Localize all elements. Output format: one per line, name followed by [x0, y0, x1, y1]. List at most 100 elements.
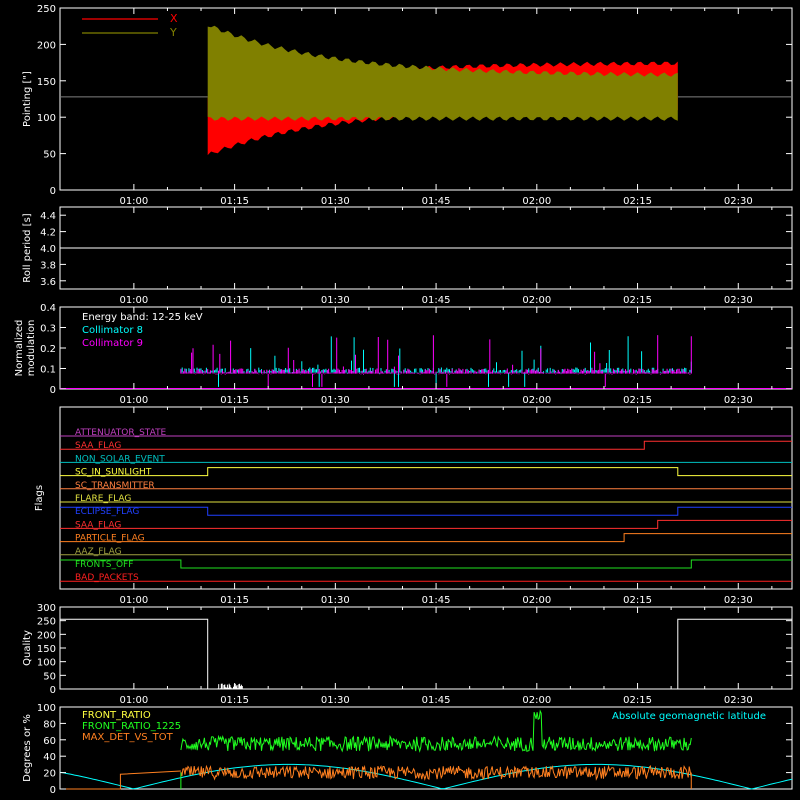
roll-period-panel: 3.6 3.8 4.0 4.2 4.4 01:00 01:15 01:30 01:45 02:0… [22, 206, 793, 306]
x-tick-label: 01:30 [321, 196, 350, 207]
y-tick-label: 0.4 [40, 303, 56, 314]
quality-line [60, 618, 792, 690]
modulation-series [60, 335, 792, 389]
modulation-annotation: Energy band: 12-25 keV [82, 312, 203, 323]
ratios-y-ticks: 0 20 40 60 80 100 [37, 703, 792, 796]
x-tick-label: 01:15 [220, 196, 249, 207]
y-tick-label: 50 [43, 671, 56, 682]
quality-y-ticks: 0 50 100 150 200 250 300 [37, 603, 792, 696]
y-tick-label: 50 [43, 150, 56, 161]
x-tick-label: 02:15 [623, 295, 652, 306]
ratios-plot-frame [59, 706, 793, 790]
flag-label: BAD_PACKETS [75, 573, 139, 583]
max-det-vs-tot-lead [60, 770, 181, 790]
y-tick-label: 0.1 [40, 365, 56, 376]
x-tick-label: 02:00 [522, 196, 551, 207]
flag-label: FLARE_FLAG [75, 494, 131, 504]
pointing-y-label: Pointing ["] [22, 71, 33, 127]
x-tick-label: 01:45 [422, 695, 451, 706]
x-tick-label: 02:15 [623, 196, 652, 207]
legend-label-y: Y [169, 26, 177, 39]
modulation-panel: 00.10.20.30.4 01:00 01:15 01:30 01:45 02:00 0… [14, 303, 793, 406]
x-tick-label: 02:15 [623, 395, 652, 406]
roll-period-y-ticks: 3.6 3.8 4.0 4.2 4.4 [40, 211, 792, 288]
front-ratio-1225-line [180, 709, 692, 753]
x-tick-label: 01:45 [422, 295, 451, 306]
ratios-panel: 0 20 40 60 80 100 Degrees or % FRONT_RATIO FR… [22, 703, 793, 796]
x-tick-label: 02:00 [522, 295, 551, 306]
pointing-x-ticks: 01:00 01:15 01:30 01:45 02:00 02:15 02:30 [119, 8, 773, 207]
flags-y-label: Flags [34, 485, 45, 511]
x-tick-label: 01:15 [220, 395, 249, 406]
x-tick-label: 02:00 [522, 595, 551, 606]
x-tick-label: 02:30 [724, 196, 753, 207]
y-tick-label: 150 [37, 77, 56, 88]
x-tick-label: 02:30 [724, 595, 753, 606]
y-tick-label: 100 [37, 703, 56, 714]
pointing-series [60, 25, 792, 156]
quality-spikes [217, 683, 244, 689]
flag-label: PARTICLE_FLAG [75, 534, 145, 544]
y-tick-label: 300 [37, 603, 56, 614]
legend-collimator-9: Collimator 9 [82, 338, 143, 349]
y-tick-label: 250 [37, 617, 56, 628]
x-tick-label: 02:15 [623, 695, 652, 706]
modulation-y-label-line1: Normalized [14, 320, 25, 377]
y-tick-label: 200 [37, 40, 56, 51]
flag-label: AAZ_FLAG [75, 547, 122, 557]
flag-label: SAA_FLAG [75, 520, 121, 530]
flag-label: SC_TRANSMITTER [75, 481, 155, 491]
x-tick-label: 01:30 [321, 395, 350, 406]
roll-period-x-ticks: 01:00 01:15 01:30 01:45 02:00 02:15 02:30 [119, 207, 773, 306]
x-tick-label: 02:30 [724, 395, 753, 406]
modulation-x-ticks: 01:00 01:15 01:30 01:45 02:00 02:15 02:30 [119, 307, 773, 406]
x-tick-label: 01:00 [119, 595, 148, 606]
flag-line [60, 533, 792, 543]
y-tick-label: 40 [43, 752, 56, 763]
roll-period-y-label: Roll period [s] [22, 213, 33, 282]
flags-plot-frame [59, 406, 793, 590]
quality-x-ticks: 01:00 01:15 01:30 01:45 02:00 02:15 02:30 [119, 607, 773, 706]
y-tick-label: 150 [37, 644, 56, 655]
flag-label: ATTENUATOR_STATE [75, 428, 167, 438]
legend-label-x: X [170, 12, 178, 25]
pointing-band-y [207, 25, 678, 121]
y-tick-label: 100 [37, 658, 56, 669]
legend-front-ratio-1225: FRONT_RATIO_1225 [82, 721, 181, 732]
y-tick-label: 4.2 [40, 228, 56, 239]
pointing-plot-frame [59, 7, 793, 191]
y-tick-label: 3.6 [40, 277, 56, 288]
flag-label: FRONTS_OFF [75, 560, 133, 570]
x-tick-label: 02:00 [522, 395, 551, 406]
modulation-bars-collimator-9 [180, 335, 692, 387]
flag-label: SAA_FLAG [75, 441, 121, 451]
flag-line [60, 467, 792, 477]
legend-collimator-8: Collimator 8 [82, 325, 143, 336]
quality-y-label: Quality [22, 630, 33, 666]
x-tick-label: 01:00 [119, 695, 148, 706]
y-tick-label: 100 [37, 113, 56, 124]
y-tick-label: 0 [50, 685, 56, 696]
flag-label: ECLIPSE_FLAG [75, 507, 139, 517]
y-tick-label: 0 [50, 186, 56, 197]
flags-panel: ATTENUATOR_STATE SAA_FLAG NON_SOLAR_EVENT S… [34, 406, 793, 606]
x-tick-label: 01:30 [321, 295, 350, 306]
y-tick-label: 0.2 [40, 344, 56, 355]
x-tick-label: 01:45 [422, 595, 451, 606]
y-tick-label: 4.4 [40, 211, 56, 222]
x-tick-label: 01:45 [422, 395, 451, 406]
flag-line [60, 519, 792, 529]
flag-line [60, 559, 792, 569]
ratios-series [59, 709, 793, 790]
flag-line [60, 440, 792, 450]
x-tick-label: 01:00 [119, 196, 148, 207]
y-tick-label: 4.0 [40, 244, 56, 255]
x-tick-label: 02:15 [623, 595, 652, 606]
y-tick-label: 0.3 [40, 324, 56, 335]
y-tick-label: 200 [37, 630, 56, 641]
x-tick-label: 01:30 [321, 695, 350, 706]
flag-label: SC_IN_SUNLIGHT [75, 468, 152, 478]
x-tick-label: 01:30 [321, 595, 350, 606]
